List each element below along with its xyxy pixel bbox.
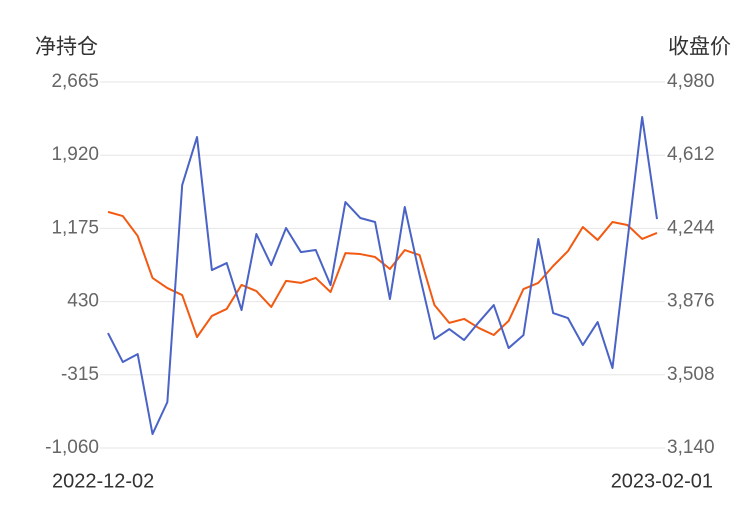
y2-tick-label: 3,876 [667,291,715,312]
y-tick-label: 1,920 [51,144,99,165]
series-line [107,210,658,339]
series-line [107,115,658,436]
y2-tick-label: 4,980 [667,71,715,92]
y2-tick-label: 4,612 [667,144,715,165]
y-tick-label: 1,175 [51,217,99,238]
x-tick-label: 2023-02-01 [611,470,713,492]
y2-tick-label: 3,140 [667,437,715,458]
x-tick-label: 2022-12-02 [52,470,154,492]
y2-tick-label: 3,508 [667,364,715,385]
y2-tick-label: 4,244 [667,217,715,238]
y-tick-label: 2,665 [51,71,99,92]
y-axis-title: 净持仓 [35,36,98,59]
y-tick-label: -315 [61,364,99,385]
y2-axis-title: 收盘价 [668,36,731,59]
y-tick-label: -1,060 [45,437,99,458]
y-tick-label: 430 [67,291,99,312]
